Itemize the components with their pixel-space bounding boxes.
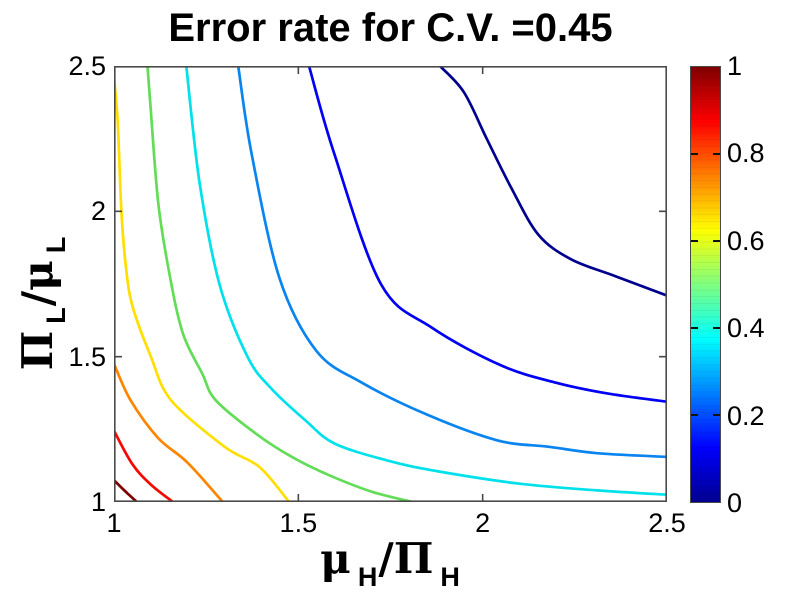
colorbar-tick-label: 0.8 [727,138,765,169]
contour-line-level-0.2 [307,66,667,404]
contour-line-level-0.9 [114,478,139,502]
x-tick-label: 2.5 [648,508,686,538]
y-tick-label: 2 [90,196,106,227]
chart-title: Error rate for C.V. =0.45 [168,6,613,50]
contour-plot-canvas [114,66,667,502]
x-axis-label: μ H/Π H [264,534,517,594]
colorbar-tick-label: 0.4 [727,313,765,344]
y-tick-label: 2.5 [68,51,106,81]
x-tick-label: 1.5 [279,508,318,538]
x-tick-label: 2 [475,508,491,538]
colorbar [690,66,721,503]
x-tick-label: 1 [106,508,122,538]
x-label-sub-h2: H [440,562,460,592]
colorbar-tick-mark [691,414,698,416]
axes-box [114,66,667,502]
colorbar-tick-mark [713,414,720,416]
colorbar-tick-label: 1 [727,51,743,81]
colorbar-bands-overlay [691,67,720,502]
contour-line-level-0.3 [236,66,667,459]
colorbar-tick-label: 0.2 [727,400,765,431]
colorbar-tick-mark [713,153,720,155]
colorbar-gradient [691,67,720,502]
y-label-slash-mu: /μ [13,260,62,307]
plot-area [114,66,667,502]
contour-line-level-0.4 [184,66,667,497]
axis-tick-marks [114,66,667,502]
colorbar-tick-mark [691,240,698,242]
colorbar-tick-mark [713,240,720,242]
colorbar-tick-mark [691,327,698,329]
colorbar-tick-mark [691,153,698,155]
x-label-slash-pi: /Π [378,534,434,583]
colorbar-tick-label: 0.6 [727,225,765,256]
x-label-mu: μ [320,534,351,583]
contour-line-level-0.7 [114,362,225,502]
contour-line-level-0.8 [114,429,175,502]
colorbar-tick-mark [713,327,720,329]
x-label-sub-h1: H [357,562,378,592]
contour-line-level-0.6 [114,76,291,502]
colorbar-tick-label: 0 [727,488,743,518]
y-label-sub-l2: L [41,236,71,254]
y-tick-label: 1 [90,487,106,517]
contour-line-level-0.1 [438,66,667,297]
y-tick-label: 1.5 [68,341,106,372]
contour-line-level-0.5 [146,66,414,502]
y-label-sub-l1: L [41,307,71,324]
